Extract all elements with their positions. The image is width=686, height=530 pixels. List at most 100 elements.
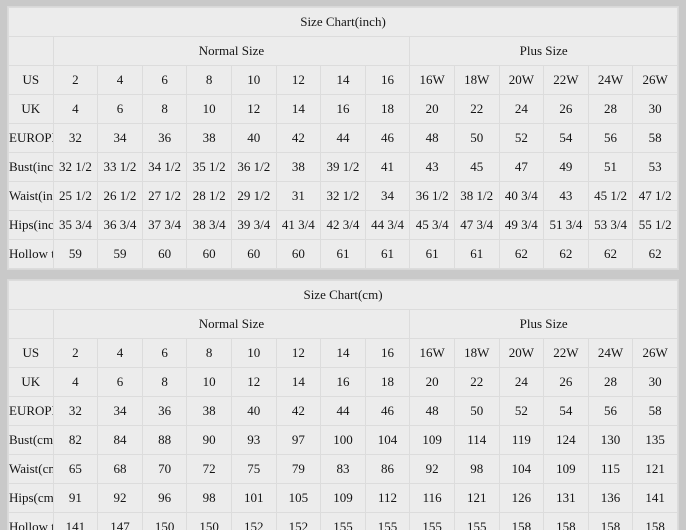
table-cell: 46 [364,123,411,153]
table-row: EUROPE3234363840424446485052545658 [8,123,678,153]
row-header-label: US [8,65,54,95]
table-cell: 158 [498,512,545,530]
table-cell: 32 1/2 [320,181,366,211]
table-cell: 6 [141,65,188,95]
table-cell: 20W [498,65,545,95]
table-cell: 52 [498,396,545,426]
table-cell: 135 [632,425,678,455]
table-cell: 18W [453,338,500,368]
table-cell: 56 [587,396,634,426]
table-cell: 114 [453,425,500,455]
table-cell: 16W [409,65,455,95]
row-header-label: Bust(inch) [8,152,54,182]
table-cell: 14 [320,338,366,368]
table-cell: 48 [409,396,455,426]
table-cell: 62 [632,239,678,269]
table-cell: 58 [632,396,678,426]
table-cell: 39 1/2 [320,152,366,182]
table-cell: 116 [409,483,455,513]
table-cell: 43 [409,152,455,182]
table-cell: 28 1/2 [186,181,232,211]
table-cell: 2 [52,338,99,368]
band-plus-size: Plus Size [409,309,678,339]
table-cell: 60 [275,239,322,269]
table-cell: 150 [141,512,188,530]
table-cell: 34 1/2 [141,152,188,182]
table-cell: 121 [453,483,500,513]
table-cell: 49 3/4 [498,210,545,240]
table-cell: 41 3/4 [275,210,322,240]
table-cell: 104 [364,425,411,455]
size-band-row: Normal Size Plus Size [8,36,678,66]
table-cell: 34 [364,181,411,211]
table-cell: 18 [364,94,411,124]
table-cell: 4 [52,94,99,124]
table-cell: 42 [275,123,322,153]
table-cell: 91 [52,483,99,513]
table-cell: 52 [498,123,545,153]
table-cell: 32 [52,123,99,153]
table-row: Waist(cm)6568707275798386929810410911512… [8,454,678,484]
table-cell: 16 [364,65,411,95]
table-cell: 152 [275,512,322,530]
row-header-label: EUROPE [8,396,54,426]
table-cell: 58 [632,123,678,153]
row-header-label: Hips(cm) [8,483,54,513]
table-cell: 155 [409,512,455,530]
table-row: Bust(cm) 82 84 88 90 93 97 100 104 109 114 119 124 13… [8,425,678,455]
table-cell: 56 [587,123,634,153]
table-cell: 158 [587,512,634,530]
table-cell: 141 [52,512,99,530]
table-cell: 28 [587,94,634,124]
row-header-label: EUROPE [8,123,54,153]
table-cell: 88 [141,425,188,455]
table-cell: 41 [364,152,411,182]
table-cell: 6 [97,367,143,397]
table-cell: 47 1/2 [632,181,678,211]
size-chart-inch: Size Chart(inch) Normal Size Plus Size US 2 4… [7,6,679,270]
table-cell: 22 [453,367,500,397]
table-cell: 38 3/4 [186,210,232,240]
table-cell: 43 [543,181,589,211]
table-cell: 32 [52,396,99,426]
table-cell: 24 [498,94,545,124]
row-header-label: Waist(cm) [8,454,54,484]
table-cell: 121 [632,454,678,484]
table-cell: 8 [141,94,188,124]
table-cell: 10 [230,65,277,95]
table-cell: 14 [275,94,322,124]
table-cell: 20 [409,367,455,397]
table-cell: 50 [453,396,500,426]
table-cell: 36 [141,123,188,153]
table-cell: 20W [498,338,545,368]
table-row: US 2 4 6 8 10 12 14 16 16W 18W 20W 22W 24W 26W [8,338,678,368]
table-cell: 22 [453,94,500,124]
table-cell: 16W [409,338,455,368]
table-corner-cell [8,36,54,66]
row-header-label: Hollow to Floor(inch) [8,239,54,269]
size-band-row: Normal Size Plus Size [8,309,678,339]
table-cell: 61 [409,239,455,269]
table-cell: 141 [632,483,678,513]
band-normal-size: Normal Size [52,309,411,339]
table-cell: 48 [409,123,455,153]
table-cell: 26W [632,65,678,95]
table-cell: 60 [141,239,188,269]
table-cell: 40 [230,396,277,426]
table-cell: 51 3/4 [543,210,589,240]
table-cell: 37 3/4 [141,210,188,240]
table-cell: 126 [498,483,545,513]
table-cell: 98 [186,483,232,513]
table-cell: 136 [587,483,634,513]
table-cell: 152 [230,512,277,530]
table-cell: 68 [97,454,143,484]
table-cell: 18W [453,65,500,95]
table-cell: 158 [632,512,678,530]
table-cell: 20 [409,94,455,124]
table-cell: 4 [52,367,99,397]
table-cell: 79 [275,454,322,484]
table-cell: 124 [543,425,589,455]
table-cell: 6 [141,338,188,368]
table-cell: 104 [498,454,545,484]
